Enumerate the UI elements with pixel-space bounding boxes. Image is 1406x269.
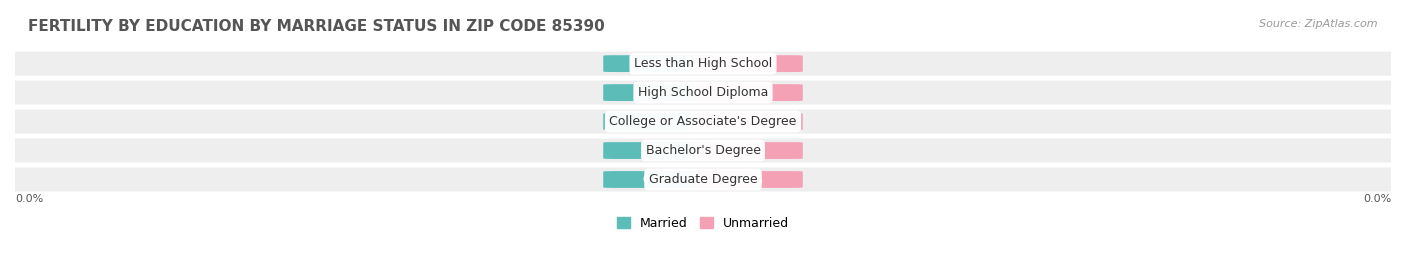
Text: 0.0%: 0.0% (733, 59, 763, 69)
Text: 0.0%: 0.0% (733, 88, 763, 98)
Text: 0.0%: 0.0% (643, 116, 673, 127)
Text: FERTILITY BY EDUCATION BY MARRIAGE STATUS IN ZIP CODE 85390: FERTILITY BY EDUCATION BY MARRIAGE STATU… (28, 19, 605, 34)
Text: Source: ZipAtlas.com: Source: ZipAtlas.com (1260, 19, 1378, 29)
FancyBboxPatch shape (0, 139, 1406, 162)
Text: Graduate Degree: Graduate Degree (648, 173, 758, 186)
Text: College or Associate's Degree: College or Associate's Degree (609, 115, 797, 128)
Text: 0.0%: 0.0% (733, 175, 763, 185)
FancyBboxPatch shape (603, 142, 713, 159)
FancyBboxPatch shape (603, 113, 713, 130)
Text: 0.0%: 0.0% (733, 116, 763, 127)
Text: Bachelor's Degree: Bachelor's Degree (645, 144, 761, 157)
FancyBboxPatch shape (0, 109, 1406, 134)
Text: Less than High School: Less than High School (634, 57, 772, 70)
FancyBboxPatch shape (693, 142, 803, 159)
Text: 0.0%: 0.0% (643, 59, 673, 69)
FancyBboxPatch shape (0, 81, 1406, 105)
FancyBboxPatch shape (693, 171, 803, 188)
Text: 0.0%: 0.0% (643, 146, 673, 155)
FancyBboxPatch shape (603, 55, 713, 72)
FancyBboxPatch shape (0, 168, 1406, 192)
Text: 0.0%: 0.0% (15, 194, 44, 204)
Text: 0.0%: 0.0% (643, 88, 673, 98)
FancyBboxPatch shape (693, 84, 803, 101)
FancyBboxPatch shape (0, 52, 1406, 76)
Text: 0.0%: 0.0% (733, 146, 763, 155)
FancyBboxPatch shape (603, 171, 713, 188)
FancyBboxPatch shape (603, 84, 713, 101)
Text: High School Diploma: High School Diploma (638, 86, 768, 99)
FancyBboxPatch shape (693, 113, 803, 130)
Legend: Married, Unmarried: Married, Unmarried (617, 217, 789, 230)
FancyBboxPatch shape (693, 55, 803, 72)
Text: 0.0%: 0.0% (1362, 194, 1391, 204)
Text: 0.0%: 0.0% (643, 175, 673, 185)
